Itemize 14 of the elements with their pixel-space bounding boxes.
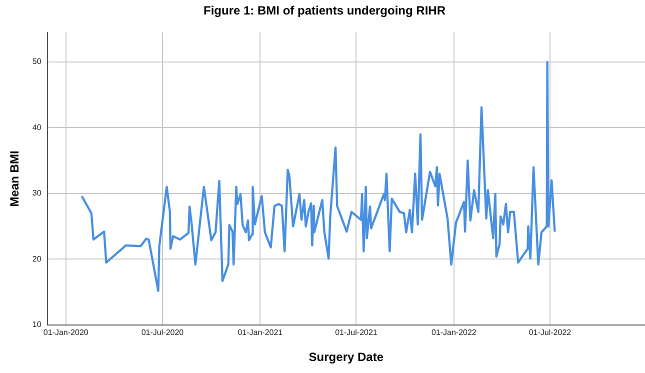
x-tick-label: 01-Jul-2021 bbox=[335, 328, 378, 338]
x-axis-title: Surgery Date bbox=[308, 350, 384, 364]
y-axis-title: Mean BMI bbox=[8, 150, 22, 207]
x-tick-label: 01-Jan-2020 bbox=[43, 328, 89, 338]
chart-title: Figure 1: BMI of patients undergoing RIHR bbox=[204, 4, 446, 18]
y-tick-label: 50 bbox=[32, 57, 42, 66]
x-tick-label: 01-Jul-2022 bbox=[528, 328, 572, 338]
x-tick-label: 01-Jul-2020 bbox=[141, 328, 184, 338]
y-tick-label: 30 bbox=[32, 188, 42, 198]
y-tick-label: 10 bbox=[32, 320, 42, 330]
x-tick-label: 01-Jan-2022 bbox=[431, 328, 477, 338]
y-tick-label: 20 bbox=[32, 254, 42, 264]
x-tick-label: 01-Jan-2021 bbox=[238, 328, 284, 338]
y-tick-label: 40 bbox=[32, 122, 42, 132]
